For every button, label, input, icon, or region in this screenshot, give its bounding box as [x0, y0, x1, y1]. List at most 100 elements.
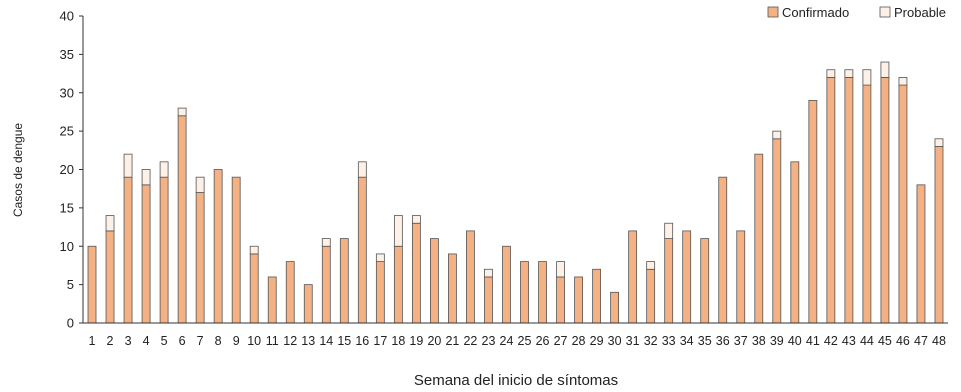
- x-tick-label: 35: [698, 334, 712, 348]
- bar-probable: [880, 61, 890, 78]
- x-tick-label: 45: [878, 334, 892, 348]
- x-tick-label: 29: [590, 334, 604, 348]
- y-axis-label: Casos de dengue: [11, 123, 25, 217]
- y-tick-label: 40: [60, 9, 74, 24]
- x-tick-label: 32: [644, 334, 658, 348]
- x-tick-label: 47: [914, 334, 928, 348]
- bar-confirmado: [718, 176, 728, 324]
- x-tick-label: 19: [409, 334, 423, 348]
- x-tick-label: 39: [770, 334, 784, 348]
- bar-probable: [375, 253, 385, 263]
- bar-probable: [898, 77, 908, 86]
- x-tick-label: 9: [233, 334, 240, 348]
- bar-probable: [484, 268, 493, 278]
- bar-probable: [357, 161, 367, 178]
- bar-confirmado: [177, 115, 187, 324]
- y-tick-label: 5: [67, 277, 74, 292]
- x-tick-label: 46: [896, 334, 910, 348]
- x-tick-label: 17: [373, 334, 387, 348]
- bar-confirmado: [772, 138, 782, 324]
- x-tick-label: 33: [662, 334, 676, 348]
- x-tick-label: 26: [536, 334, 550, 348]
- bar-confirmado: [466, 230, 475, 324]
- y-tick-label: 35: [60, 47, 74, 62]
- bar-confirmado: [411, 222, 421, 324]
- x-tick-label: 7: [197, 334, 204, 348]
- bar-probable: [105, 215, 115, 232]
- bar-confirmado: [610, 291, 620, 324]
- legend-label-probable: Probable: [894, 5, 946, 20]
- bar-probable: [826, 69, 836, 78]
- x-tick-label: 18: [391, 334, 405, 348]
- bar-probable: [646, 261, 656, 270]
- bar-confirmado: [321, 245, 331, 324]
- y-tick-label: 10: [60, 239, 74, 254]
- bars: [87, 61, 944, 324]
- legend-label-confirmado: Confirmado: [782, 5, 849, 20]
- y-tick-label: 30: [60, 85, 74, 100]
- bar-probable: [177, 107, 187, 117]
- bar-confirmado: [862, 84, 872, 324]
- legend: Confirmado Probable: [767, 5, 946, 20]
- x-tick-label: 13: [301, 334, 315, 348]
- bar-confirmado: [484, 276, 493, 324]
- x-tick-label: 41: [806, 334, 820, 348]
- x-tick-label: 5: [161, 334, 168, 348]
- x-tick-label: 21: [445, 334, 459, 348]
- bar-confirmado: [393, 245, 403, 324]
- bar-confirmado: [646, 268, 656, 324]
- x-tick-label: 1: [89, 334, 96, 348]
- bar-confirmado: [105, 230, 115, 324]
- bar-confirmado: [664, 238, 674, 324]
- x-tick-label: 34: [680, 334, 694, 348]
- bar-probable: [393, 215, 403, 247]
- bar-confirmado: [916, 184, 926, 324]
- bar-confirmado: [574, 276, 583, 324]
- x-axis-label: Semana del inicio de síntomas: [414, 372, 618, 389]
- bar-confirmado: [736, 230, 746, 324]
- x-tick-label: 23: [482, 334, 496, 348]
- bar-confirmado: [159, 176, 169, 324]
- bar-confirmado: [123, 176, 133, 324]
- x-tick-label: 22: [463, 334, 477, 348]
- bar-confirmado: [898, 84, 908, 324]
- legend-swatch-confirmado: [767, 6, 779, 18]
- x-tick-label: 24: [500, 334, 514, 348]
- x-tick-label: 12: [283, 334, 297, 348]
- bar-probable: [556, 261, 565, 278]
- bar-confirmado: [826, 77, 836, 324]
- y-tick-label: 20: [60, 162, 74, 177]
- bar-confirmado: [357, 176, 367, 324]
- x-tick-label: 15: [337, 334, 351, 348]
- bar-confirmado: [790, 161, 800, 324]
- bar-confirmado: [934, 146, 944, 324]
- bar-confirmado: [520, 261, 529, 324]
- bar-probable: [844, 69, 854, 78]
- bar-confirmado: [502, 245, 511, 324]
- x-tick-label: 16: [355, 334, 369, 348]
- bar-confirmado: [213, 169, 223, 324]
- x-tick-label: 10: [247, 334, 261, 348]
- bar-confirmado: [556, 276, 565, 324]
- bar-probable: [159, 161, 169, 178]
- legend-swatch-probable: [879, 6, 891, 18]
- bar-confirmado: [303, 284, 313, 324]
- bar-confirmado: [844, 77, 854, 324]
- x-tick-label: 6: [179, 334, 186, 348]
- bar-confirmado: [87, 245, 97, 324]
- bar-confirmado: [231, 176, 241, 324]
- x-axis: 1 2 3 4 5 6 7 8 9 10 11 12 13 14 15 16 17 18 19 20 21 22 23 24 2…: [83, 322, 948, 348]
- bar-confirmado: [808, 100, 818, 324]
- x-tick-label: 36: [716, 334, 730, 348]
- bar-probable: [664, 222, 674, 239]
- bar-probable: [772, 130, 782, 140]
- bar-confirmado: [249, 253, 259, 324]
- bar-probable: [195, 176, 205, 193]
- bar-probable: [141, 169, 151, 186]
- x-tick-label: 44: [860, 334, 874, 348]
- x-tick-label: 43: [842, 334, 856, 348]
- x-tick-label: 3: [125, 334, 132, 348]
- x-tick-label: 11: [266, 334, 279, 348]
- x-tick-label: 38: [752, 334, 766, 348]
- bar-probable: [934, 138, 944, 147]
